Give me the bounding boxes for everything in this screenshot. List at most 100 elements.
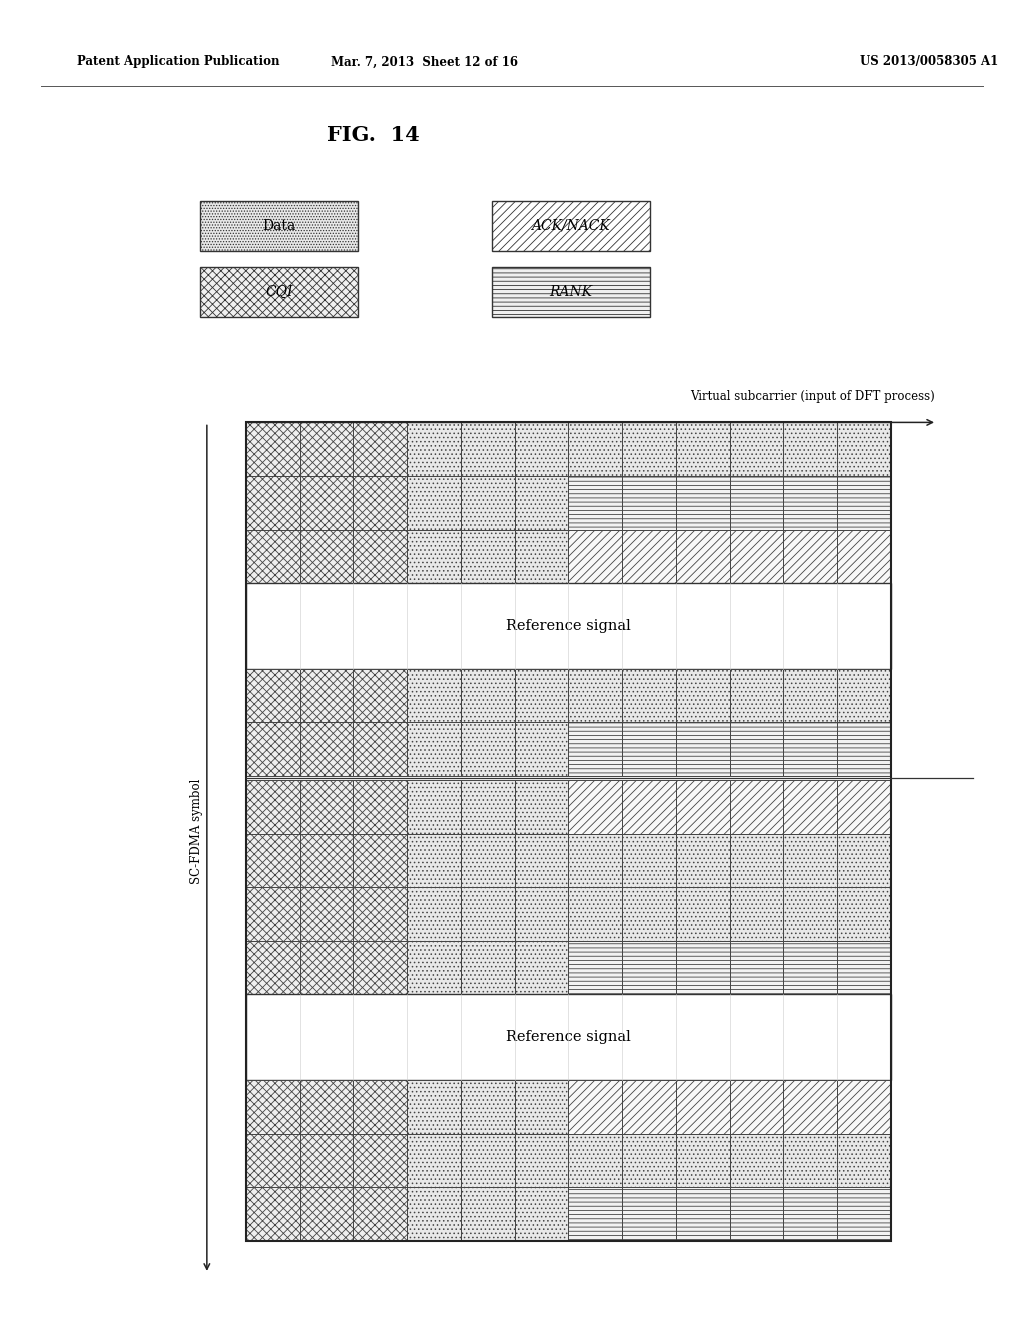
- Bar: [783, 722, 838, 776]
- Text: Reference signal: Reference signal: [506, 619, 631, 632]
- Bar: [461, 1080, 514, 1134]
- Bar: [783, 669, 838, 722]
- Bar: [729, 780, 783, 834]
- Bar: [838, 1080, 891, 1134]
- Bar: [783, 1080, 838, 1134]
- Bar: [200, 267, 358, 317]
- Bar: [407, 477, 461, 529]
- Bar: [568, 477, 622, 529]
- Bar: [622, 422, 676, 477]
- Bar: [353, 780, 407, 834]
- Bar: [783, 477, 838, 529]
- Bar: [622, 669, 676, 722]
- Bar: [838, 722, 891, 776]
- Bar: [568, 780, 622, 834]
- Text: US 2013/0058305 A1: US 2013/0058305 A1: [860, 55, 998, 69]
- Bar: [838, 669, 891, 722]
- Bar: [783, 834, 838, 887]
- Bar: [729, 941, 783, 994]
- Bar: [838, 529, 891, 583]
- Bar: [514, 1080, 568, 1134]
- Text: Reference signal: Reference signal: [506, 1031, 631, 1044]
- Bar: [407, 529, 461, 583]
- Bar: [299, 1187, 353, 1241]
- Text: Patent Application Publication: Patent Application Publication: [77, 55, 280, 69]
- Bar: [492, 267, 650, 317]
- Bar: [514, 669, 568, 722]
- Bar: [838, 1134, 891, 1187]
- Bar: [622, 780, 676, 834]
- Bar: [246, 583, 891, 669]
- Bar: [299, 477, 353, 529]
- Bar: [353, 1134, 407, 1187]
- Bar: [461, 722, 514, 776]
- Text: Data: Data: [262, 219, 296, 232]
- Bar: [246, 834, 299, 887]
- Bar: [783, 529, 838, 583]
- Bar: [514, 477, 568, 529]
- Bar: [353, 834, 407, 887]
- Bar: [622, 1080, 676, 1134]
- Bar: [246, 1187, 299, 1241]
- Bar: [729, 422, 783, 477]
- Bar: [353, 887, 407, 941]
- Bar: [407, 780, 461, 834]
- Bar: [838, 477, 891, 529]
- Bar: [353, 669, 407, 722]
- Bar: [838, 941, 891, 994]
- Bar: [299, 722, 353, 776]
- Bar: [407, 941, 461, 994]
- Text: ACK/NACK: ACK/NACK: [531, 219, 610, 232]
- Bar: [514, 529, 568, 583]
- Bar: [838, 887, 891, 941]
- Bar: [246, 887, 299, 941]
- Bar: [676, 941, 729, 994]
- Bar: [461, 780, 514, 834]
- Bar: [353, 941, 407, 994]
- Bar: [729, 1187, 783, 1241]
- Bar: [200, 201, 358, 251]
- Bar: [353, 1187, 407, 1241]
- Bar: [783, 941, 838, 994]
- Bar: [838, 1187, 891, 1241]
- Bar: [246, 780, 299, 834]
- Bar: [568, 422, 622, 477]
- Bar: [246, 1080, 299, 1134]
- Bar: [407, 1187, 461, 1241]
- Bar: [729, 477, 783, 529]
- Bar: [622, 722, 676, 776]
- Bar: [461, 887, 514, 941]
- Bar: [622, 887, 676, 941]
- Bar: [246, 1134, 299, 1187]
- Bar: [514, 422, 568, 477]
- Bar: [246, 994, 891, 1080]
- Bar: [407, 722, 461, 776]
- Text: Virtual subcarrier (input of DFT process): Virtual subcarrier (input of DFT process…: [690, 389, 935, 403]
- Bar: [299, 529, 353, 583]
- Bar: [676, 669, 729, 722]
- Bar: [676, 722, 729, 776]
- Bar: [676, 477, 729, 529]
- Bar: [299, 1134, 353, 1187]
- Bar: [353, 529, 407, 583]
- Bar: [729, 1134, 783, 1187]
- Bar: [783, 422, 838, 477]
- Bar: [514, 1187, 568, 1241]
- Bar: [729, 834, 783, 887]
- Bar: [407, 834, 461, 887]
- Bar: [783, 780, 838, 834]
- Bar: [568, 1080, 622, 1134]
- Bar: [299, 834, 353, 887]
- Bar: [246, 422, 891, 1241]
- Bar: [676, 1134, 729, 1187]
- Bar: [676, 1187, 729, 1241]
- Bar: [729, 722, 783, 776]
- Bar: [568, 834, 622, 887]
- Bar: [676, 422, 729, 477]
- Bar: [461, 1134, 514, 1187]
- Bar: [568, 669, 622, 722]
- Bar: [676, 780, 729, 834]
- Bar: [407, 887, 461, 941]
- Bar: [783, 1187, 838, 1241]
- Bar: [492, 201, 650, 251]
